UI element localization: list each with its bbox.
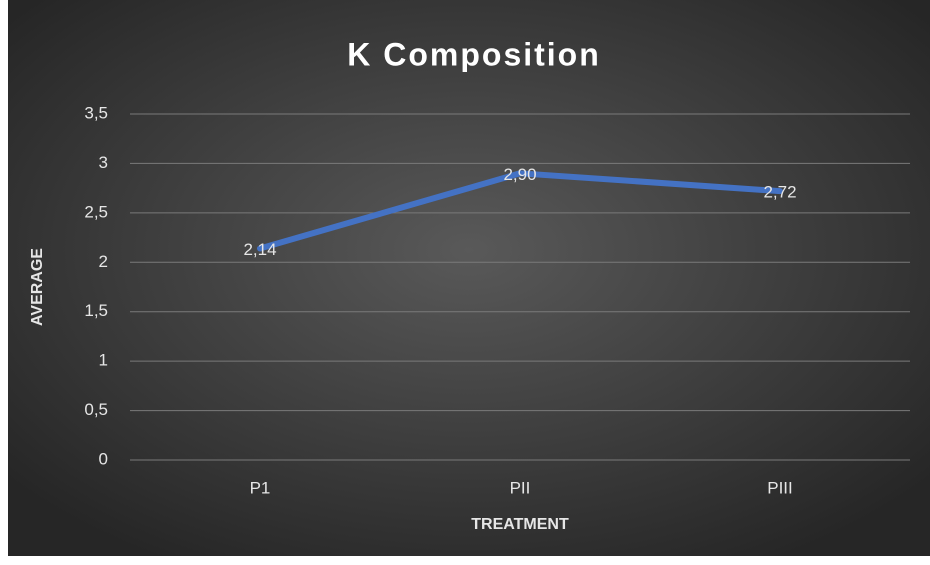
y-tick-label: 2	[99, 252, 108, 271]
y-tick-label: 1	[99, 351, 108, 370]
data-label: 2,14	[243, 240, 276, 259]
data-label: 2,90	[503, 165, 536, 184]
x-axis-label: TREATMENT	[471, 516, 569, 533]
y-tick-label: 0	[99, 449, 108, 468]
y-tick-label: 2,5	[84, 202, 108, 221]
chart-title: K Composition	[347, 36, 601, 72]
chart-background	[8, 0, 930, 556]
x-tick-label: PIII	[767, 478, 793, 497]
data-line	[257, 170, 783, 252]
y-axis-label: AVERAGE	[29, 248, 46, 326]
y-tick-label: 0,5	[84, 400, 108, 419]
y-tick-label: 3,5	[84, 103, 108, 122]
x-tick-label: PII	[510, 478, 531, 497]
data-label: 2,72	[763, 183, 796, 202]
y-tick-label: 1,5	[84, 301, 108, 320]
y-tick-label: 3	[99, 153, 108, 172]
x-tick-label: P1	[250, 478, 271, 497]
